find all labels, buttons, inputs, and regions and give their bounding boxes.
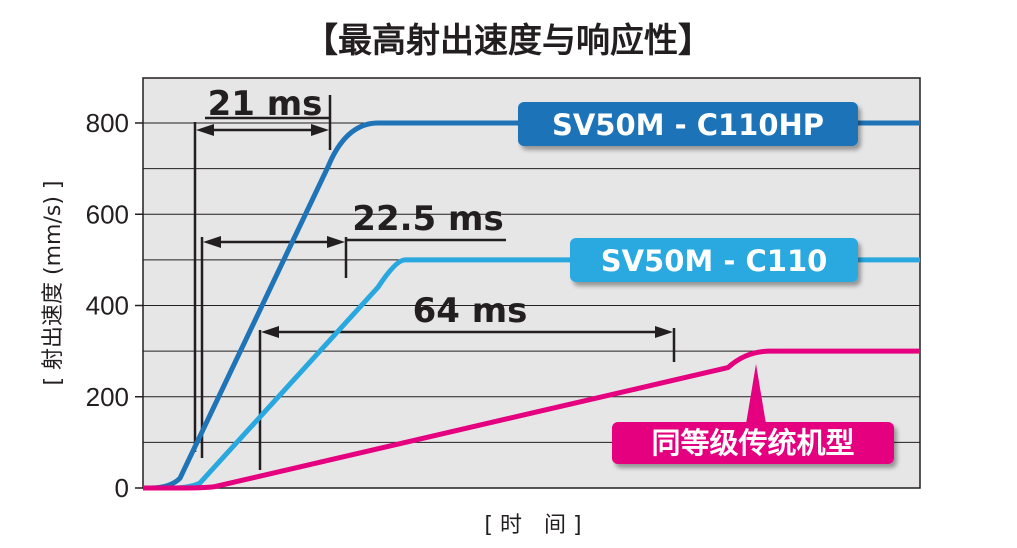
y-tick-label: 200 xyxy=(86,382,129,412)
arrowhead xyxy=(327,236,345,248)
series-label-box xyxy=(612,422,894,464)
series-label-conventional: 同等级传统机型 xyxy=(612,364,894,464)
series-label-text: SV50M - C110HP xyxy=(552,108,824,142)
response-time-label: 22.5 ms xyxy=(352,199,503,239)
chart-title: 【最高射出速度与响应性】 xyxy=(304,21,712,61)
y-axis: 0 200 400 600 800 xyxy=(86,108,143,503)
series-label-box xyxy=(518,102,858,146)
y-tick-label: 600 xyxy=(86,199,129,229)
series-label-text: SV50M - C110 xyxy=(601,244,828,278)
callout-pointer xyxy=(746,364,766,424)
x-axis-label: [ 时 间 ] xyxy=(484,513,581,538)
y-tick-label: 400 xyxy=(86,291,129,321)
response-time-label: 21 ms xyxy=(208,84,323,124)
response-time-label: 64 ms xyxy=(413,291,528,331)
y-tick-label: 0 xyxy=(115,473,129,503)
y-axis-label: [ 射出速度 (mm/s) ] xyxy=(41,180,66,385)
series-label-c110: SV50M - C110 xyxy=(570,238,858,282)
arrowhead xyxy=(196,124,214,136)
arrowhead xyxy=(261,326,279,338)
arrowheads xyxy=(196,124,673,338)
y-tick-label: 800 xyxy=(86,108,129,138)
arrowhead xyxy=(311,124,329,136)
series-group xyxy=(143,120,920,491)
series-label-c110hp: SV50M - C110HP xyxy=(518,102,858,146)
arrowhead xyxy=(655,326,673,338)
arrowhead xyxy=(203,236,221,248)
series-line xyxy=(143,348,920,491)
series-label-text: 同等级传统机型 xyxy=(651,426,854,460)
series-label-box xyxy=(570,238,858,282)
